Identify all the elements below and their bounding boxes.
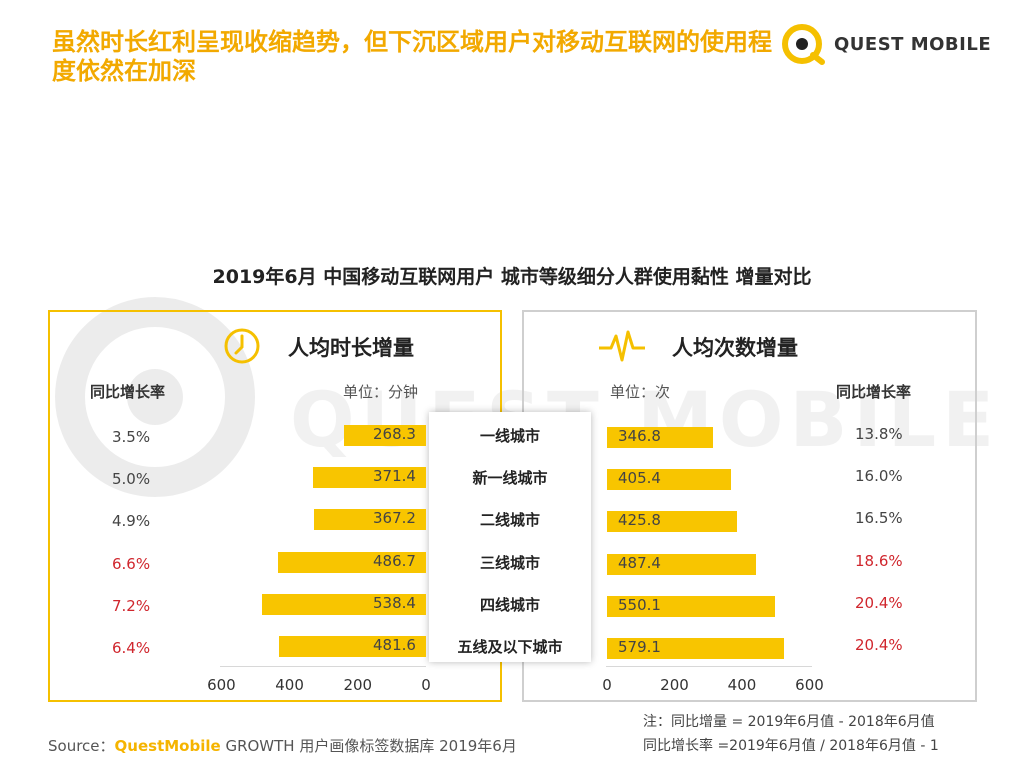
frequency-bar xyxy=(607,554,756,575)
frequency-bar xyxy=(607,596,775,617)
frequency-rate: 18.6% xyxy=(855,552,903,570)
city-label-box xyxy=(429,412,591,662)
pulse-icon xyxy=(599,330,645,362)
duration-title: 人均时长增量 xyxy=(288,336,414,360)
frequency-bar-value: 487.4 xyxy=(618,554,661,572)
duration-bar-value: 268.3 xyxy=(373,425,416,443)
frequency-rate: 16.5% xyxy=(855,509,903,527)
frequency-axis-tick: 400 xyxy=(727,676,757,694)
frequency-rate: 16.0% xyxy=(855,467,903,485)
note-line-2: 同比增长率 =2019年6月值 / 2018年6月值 - 1 xyxy=(643,738,939,754)
city-label: 三线城市 xyxy=(479,554,540,572)
duration-rate: 6.6% xyxy=(112,555,151,573)
duration-bar-value: 486.7 xyxy=(373,552,416,570)
frequency-bar xyxy=(607,638,784,659)
frequency-bar-value: 425.8 xyxy=(618,511,661,529)
city-label: 二线城市 xyxy=(479,511,540,529)
duration-bar-value: 371.4 xyxy=(373,467,416,485)
frequency-axis-line xyxy=(606,666,812,667)
source-rest: GROWTH 用户画像标签数据库 2019年6月 xyxy=(220,737,517,755)
duration-axis-tick: 200 xyxy=(343,676,373,694)
duration-bar-value: 538.4 xyxy=(373,594,416,612)
city-label: 一线城市 xyxy=(479,427,540,445)
frequency-bar xyxy=(607,427,713,448)
logo-text: QUEST MOBILE xyxy=(834,34,992,55)
quest-mobile-logo-icon xyxy=(782,24,825,65)
source-line: Source：QuestMobile GROWTH 用户画像标签数据库 2019… xyxy=(48,735,517,756)
frequency-rate: 20.4% xyxy=(855,636,903,654)
frequency-bar-value: 405.4 xyxy=(618,469,661,487)
frequency-bar xyxy=(607,469,731,490)
city-label: 新一线城市 xyxy=(472,469,548,487)
duration-bar xyxy=(344,425,426,446)
duration-bar xyxy=(314,509,426,530)
duration-bar xyxy=(312,467,426,488)
duration-unit-label: 单位：分钟 xyxy=(343,383,419,401)
duration-rate-header: 同比增长率 xyxy=(90,383,166,401)
source-prefix: Source： xyxy=(48,737,115,755)
frequency-axis-tick: 600 xyxy=(795,676,824,694)
duration-rate: 3.5% xyxy=(112,428,151,446)
frequency-bar-value: 579.1 xyxy=(618,638,661,656)
frequency-rate-header: 同比增长率 xyxy=(836,383,912,401)
duration-axis-tick: 0 xyxy=(421,676,431,694)
duration-rate: 5.0% xyxy=(112,470,151,488)
frequency-title: 人均次数增量 xyxy=(672,336,798,360)
note-line-1: 注：同比增量 = 2019年6月值 - 2018年6月值 xyxy=(643,714,935,730)
frequency-bar-value: 550.1 xyxy=(618,596,661,614)
duration-bar xyxy=(261,594,426,615)
logo: QUEST MOBILE xyxy=(780,22,991,66)
duration-bar xyxy=(277,552,426,573)
duration-bar-value: 367.2 xyxy=(373,509,416,527)
duration-axis-tick: 600 xyxy=(207,676,236,694)
duration-bar-value: 481.6 xyxy=(373,636,416,654)
chart-title: 2019年6月 中国移动互联网用户 城市等级细分人群使用黏性 增量对比 xyxy=(212,266,812,288)
frequency-rate: 13.8% xyxy=(855,425,903,443)
duration-rate: 7.2% xyxy=(112,597,151,615)
duration-axis-tick: 400 xyxy=(275,676,304,694)
frequency-axis-tick: 200 xyxy=(660,676,689,694)
source-brand: QuestMobile xyxy=(114,737,221,755)
duration-rate: 6.4% xyxy=(112,639,151,657)
frequency-axis-tick: 0 xyxy=(602,676,612,694)
frequency-bar-value: 346.8 xyxy=(618,427,661,445)
duration-rate: 4.9% xyxy=(112,512,151,530)
frequency-bar xyxy=(607,511,737,532)
frequency-rate: 20.4% xyxy=(855,594,903,612)
headline: 虽然时长红利呈现收缩趋势，但下沉区域用户对移动互联网的使用程度依然在加深 xyxy=(52,28,772,85)
duration-bar xyxy=(279,636,426,657)
watermark-text: QUEST MOBILE xyxy=(290,375,1001,464)
duration-axis-line xyxy=(220,666,426,667)
note: 注：同比增量 = 2019年6月值 - 2018年6月值 同比增长率 =2019… xyxy=(643,710,939,758)
city-label: 四线城市 xyxy=(479,596,540,614)
clock-icon xyxy=(224,328,260,364)
city-label: 五线及以下城市 xyxy=(457,638,563,656)
frequency-unit-label: 单位：次 xyxy=(610,383,671,401)
